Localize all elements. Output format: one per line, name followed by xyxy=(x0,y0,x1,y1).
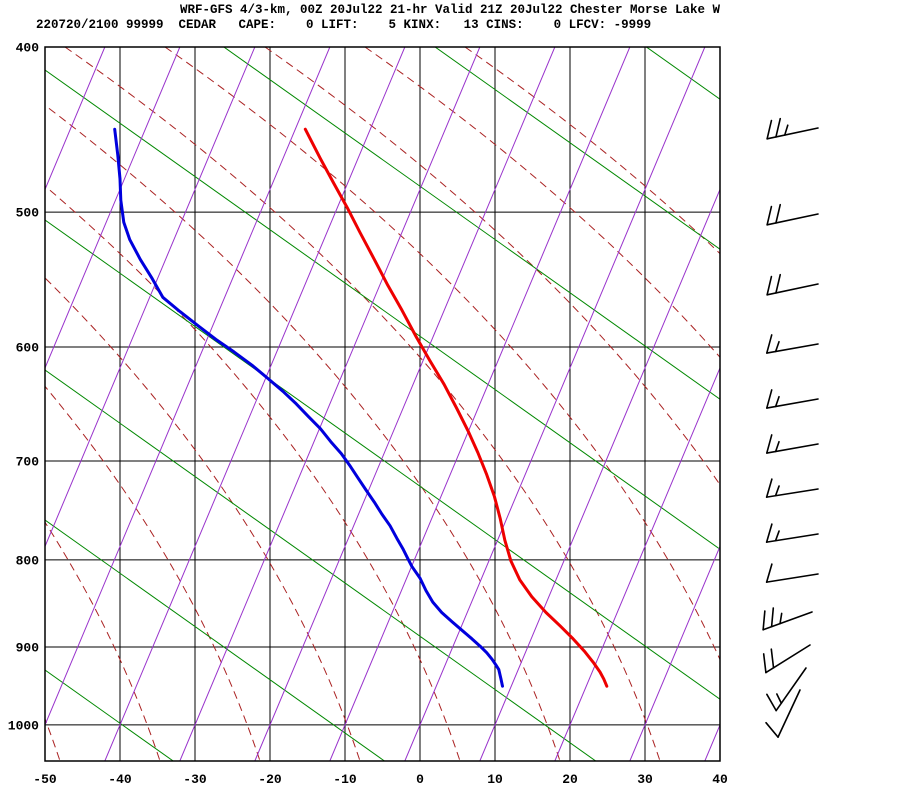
pressure-tick-label: 500 xyxy=(16,206,40,221)
dry-adiabat-lines xyxy=(45,47,720,761)
isotherm-lines xyxy=(45,47,720,761)
wind-barb xyxy=(766,273,819,296)
wind-barb xyxy=(765,334,819,354)
wind-barb xyxy=(766,667,807,712)
wind-barb xyxy=(766,203,819,226)
temp-tick-label: 20 xyxy=(562,772,578,787)
wind-barb xyxy=(762,607,813,631)
pressure-tick-label: 400 xyxy=(16,41,40,56)
pressure-tick-label: 700 xyxy=(16,455,40,470)
dewpoint-trace xyxy=(113,127,504,688)
chart-title: WRF-GFS 4/3-km, 00Z 20Jul22 21-hr Valid … xyxy=(179,3,721,17)
temp-tick-label: 10 xyxy=(487,772,503,787)
pressure-tick-label: 600 xyxy=(16,340,40,355)
station-info-line: 220720/2100 99999 CEDAR CAPE: 0 LIFT: 5 … xyxy=(36,18,652,32)
temp-tick-label: -30 xyxy=(183,772,207,787)
wind-barb xyxy=(765,563,819,583)
grid-lines xyxy=(44,46,721,761)
temperature-trace xyxy=(303,127,609,688)
temp-tick-label: 0 xyxy=(416,772,424,787)
temp-tick-label: -50 xyxy=(33,772,57,787)
pressure-tick-label: 900 xyxy=(16,640,40,655)
wind-barb xyxy=(762,644,811,674)
temp-tick-label: -10 xyxy=(333,772,357,787)
temp-tick-label: 30 xyxy=(637,772,653,787)
moist-adiabat-lines xyxy=(45,47,720,761)
pressure-tick-label: 800 xyxy=(16,553,40,568)
axis-labels: 400 500 600 700 800 900 1000 -50 -40 -30 -20 -10 0 10… xyxy=(8,41,728,788)
temp-tick-label: -40 xyxy=(108,772,132,787)
temp-tick-label: 40 xyxy=(712,772,728,787)
wind-barb xyxy=(765,689,801,738)
temp-tick-label: -20 xyxy=(258,772,282,787)
wind-barb xyxy=(766,117,819,140)
chart-border xyxy=(44,46,721,762)
wind-barb xyxy=(765,478,819,498)
wind-barb xyxy=(765,434,819,454)
pressure-tick-label: 1000 xyxy=(8,718,39,733)
wind-barb xyxy=(765,523,819,543)
wind-barb xyxy=(765,389,819,409)
